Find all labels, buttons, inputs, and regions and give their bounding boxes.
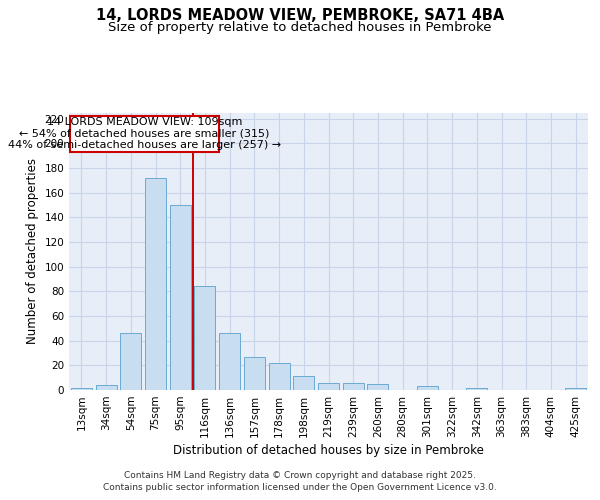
Bar [95, 385, 116, 390]
Bar [194, 286, 215, 390]
Bar [269, 363, 290, 390]
Text: 44% of semi-detached houses are larger (257) →: 44% of semi-detached houses are larger (… [8, 140, 281, 149]
Text: Size of property relative to detached houses in Pembroke: Size of property relative to detached ho… [108, 21, 492, 34]
Bar [170, 205, 191, 390]
Bar [343, 382, 364, 390]
Bar [71, 388, 92, 390]
Bar [219, 334, 240, 390]
Text: 14, LORDS MEADOW VIEW, PEMBROKE, SA71 4BA: 14, LORDS MEADOW VIEW, PEMBROKE, SA71 4B… [96, 8, 504, 22]
Bar [367, 384, 388, 390]
Text: Contains HM Land Registry data © Crown copyright and database right 2025.
Contai: Contains HM Land Registry data © Crown c… [103, 471, 497, 492]
Bar [318, 382, 339, 390]
Y-axis label: Number of detached properties: Number of detached properties [26, 158, 39, 344]
Text: ← 54% of detached houses are smaller (315): ← 54% of detached houses are smaller (31… [19, 128, 269, 138]
Bar [417, 386, 438, 390]
Bar [293, 376, 314, 390]
Bar [466, 388, 487, 390]
FancyBboxPatch shape [70, 116, 218, 152]
Text: 14 LORDS MEADOW VIEW: 109sqm: 14 LORDS MEADOW VIEW: 109sqm [47, 118, 242, 128]
Bar [244, 356, 265, 390]
Bar [565, 388, 586, 390]
Bar [145, 178, 166, 390]
X-axis label: Distribution of detached houses by size in Pembroke: Distribution of detached houses by size … [173, 444, 484, 457]
Bar [120, 334, 141, 390]
